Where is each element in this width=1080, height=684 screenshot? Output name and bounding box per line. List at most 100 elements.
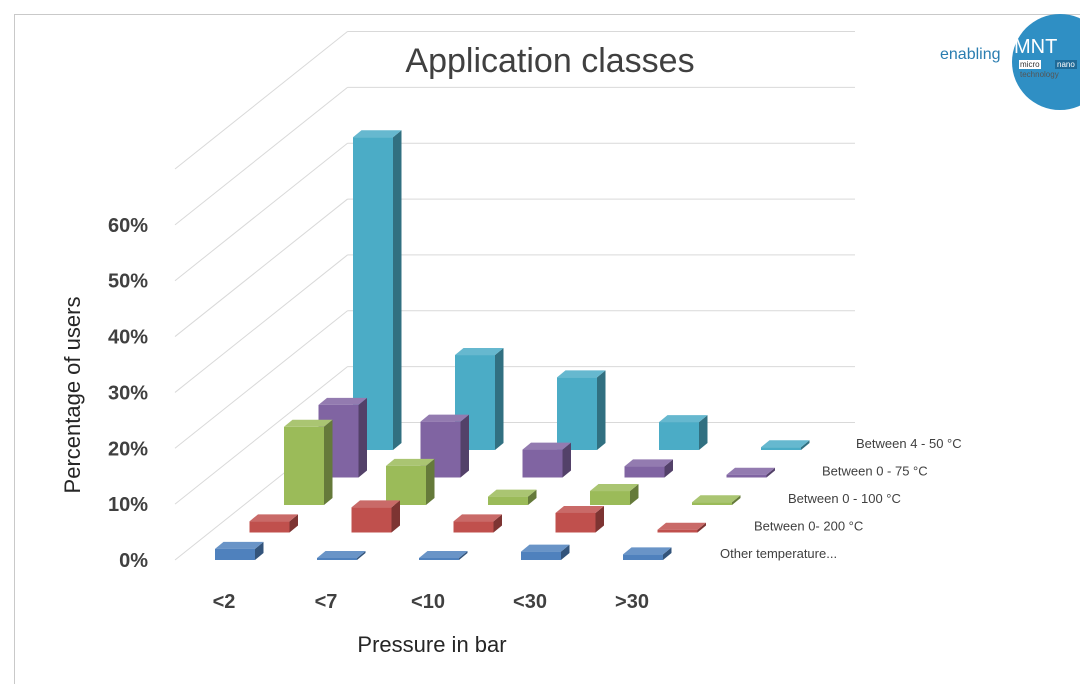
bar: [317, 558, 357, 560]
x-tick-label: <30: [513, 591, 547, 613]
bar-side: [561, 544, 570, 560]
x-tick-label: <2: [213, 591, 236, 613]
logo-word: enabling: [940, 46, 1001, 63]
y-tick-label: 10%: [108, 494, 148, 516]
y-tick-label: 0%: [119, 550, 148, 572]
bar-side: [460, 414, 469, 478]
gridline-diagonal: [174, 310, 348, 449]
gridline-diagonal: [174, 366, 348, 505]
bar: [351, 507, 392, 533]
x-axis-label: Pressure in bar: [357, 632, 506, 657]
bar: [284, 426, 324, 505]
bar: [555, 512, 596, 533]
gridline-diagonal: [174, 254, 348, 393]
bar: [590, 491, 630, 505]
gridline-diagonal: [174, 142, 348, 282]
bar-side: [595, 505, 604, 533]
series-label: Between 0 - 75 °C: [822, 464, 928, 479]
y-tick-label: 20%: [108, 438, 148, 460]
bar: [386, 465, 426, 505]
logo-nano: nano: [1055, 60, 1077, 69]
gridline-diagonal: [174, 198, 348, 337]
bar-top: [317, 551, 366, 558]
bar-side: [697, 522, 706, 533]
bar-side: [699, 415, 708, 450]
chart-svg: 0% 10% 20% 30% 40% 50% 60% Between 4 - 50 °C Bet…: [60, 31, 962, 657]
x-tick-label: <7: [315, 591, 338, 613]
bar-top: [488, 489, 537, 497]
bar: [353, 137, 393, 450]
y-tick-label: 30%: [108, 382, 148, 404]
bar-side: [562, 442, 571, 478]
bar-side: [255, 541, 264, 560]
bar-top: [521, 544, 570, 552]
logo-tech: technology: [1020, 70, 1059, 79]
bar-side: [357, 551, 366, 560]
bar-side: [801, 440, 810, 450]
series-label: Between 0 - 100 °C: [788, 491, 901, 506]
logo-mark: MNT: [1014, 36, 1058, 58]
bar-top: [624, 459, 673, 467]
bar-side: [663, 547, 672, 560]
bar-top: [353, 130, 402, 138]
bar: [657, 529, 698, 533]
chart-title: Application classes: [405, 42, 695, 80]
bar: [419, 558, 459, 560]
bar-top: [623, 547, 672, 555]
chart-frame: [14, 14, 1080, 684]
bar-side: [393, 130, 402, 450]
bar-top: [453, 514, 502, 522]
bar: [453, 521, 494, 533]
bar-top: [522, 442, 571, 450]
y-tick-label: 60%: [108, 215, 148, 237]
bar: [623, 554, 663, 560]
y-tick-label: 50%: [108, 271, 148, 293]
bar: [522, 449, 563, 478]
logo-micro: micro: [1019, 60, 1041, 69]
bar: [659, 422, 699, 450]
bar: [521, 551, 561, 560]
bar-top: [590, 484, 639, 492]
bar-top: [284, 419, 333, 427]
bar: [488, 496, 528, 505]
bar-top: [455, 348, 504, 356]
bar-side: [664, 459, 673, 478]
series-label: Between 4 - 50 °C: [856, 436, 962, 451]
x-tick-label: <10: [411, 591, 445, 613]
bar-top: [557, 370, 606, 378]
gridline-diagonal: [174, 31, 348, 170]
bar-side: [459, 551, 468, 560]
bar-top: [318, 397, 367, 405]
bar-top: [351, 500, 400, 508]
bar: [692, 502, 732, 505]
bar-top: [386, 458, 435, 466]
series-label: Other temperature...: [720, 546, 837, 561]
bar-side: [495, 348, 504, 450]
bar-top: [420, 414, 469, 422]
bar-side: [289, 514, 298, 533]
bar-side: [493, 514, 502, 533]
bar-top: [419, 551, 468, 558]
bar-top: [555, 505, 604, 513]
x-tick-label: >30: [615, 591, 649, 613]
bar: [249, 521, 290, 533]
bar-side: [597, 370, 606, 450]
bar-side: [358, 397, 367, 478]
bar-side: [732, 495, 741, 505]
bar-top: [761, 440, 810, 448]
bar-side: [391, 500, 400, 533]
bar-side: [324, 419, 333, 505]
bar-top: [726, 467, 775, 475]
y-tick-label: 40%: [108, 327, 148, 349]
bar-top: [249, 514, 298, 522]
bar-top: [692, 495, 741, 503]
bar-top: [659, 415, 708, 423]
bar: [624, 466, 665, 478]
bar-top: [215, 541, 264, 549]
y-axis-label: Percentage of users: [60, 297, 85, 494]
bar-side: [630, 484, 639, 505]
bar-side: [426, 458, 435, 505]
bar-side: [766, 467, 775, 478]
bar: [215, 548, 255, 560]
bar: [557, 377, 597, 450]
